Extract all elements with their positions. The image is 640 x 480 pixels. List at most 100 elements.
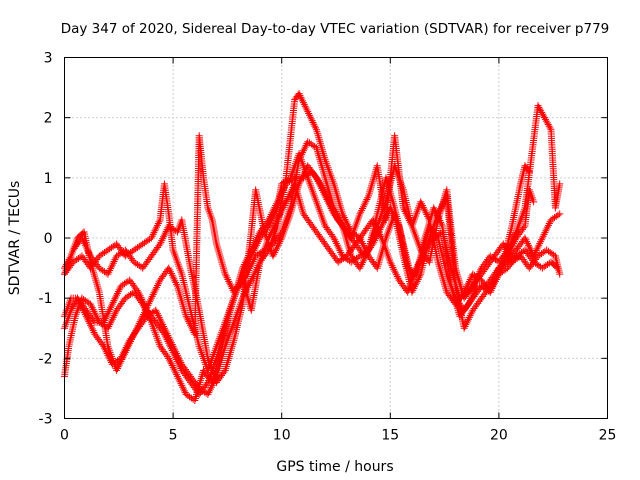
data-point bbox=[111, 241, 119, 249]
data-point bbox=[540, 230, 548, 238]
data-point bbox=[460, 324, 468, 332]
data-point bbox=[505, 242, 513, 250]
data-point bbox=[537, 236, 545, 244]
data-point bbox=[545, 220, 553, 228]
data-point bbox=[344, 221, 352, 229]
data-point bbox=[159, 235, 167, 243]
data-point bbox=[273, 216, 281, 224]
data-point bbox=[104, 309, 112, 317]
data-point bbox=[74, 296, 82, 304]
data-point bbox=[499, 240, 507, 248]
data-point bbox=[157, 317, 165, 325]
data-point bbox=[521, 234, 529, 242]
data-point bbox=[140, 309, 148, 317]
x-axis-label: GPS time / hours bbox=[276, 459, 393, 475]
data-point bbox=[221, 270, 229, 278]
data-point bbox=[155, 218, 163, 226]
data-point bbox=[297, 176, 305, 184]
data-point bbox=[180, 385, 188, 393]
data-point bbox=[343, 219, 351, 227]
data-point bbox=[364, 194, 372, 202]
data-point bbox=[146, 298, 154, 306]
data-point bbox=[320, 190, 328, 198]
data-point bbox=[210, 378, 218, 386]
data-point bbox=[339, 212, 347, 220]
data-point bbox=[500, 259, 508, 267]
data-point bbox=[147, 296, 155, 304]
data-point bbox=[356, 264, 364, 272]
data-point bbox=[227, 283, 235, 291]
data-point bbox=[254, 238, 262, 246]
data-point bbox=[90, 328, 98, 336]
data-point bbox=[155, 313, 163, 321]
data-point bbox=[225, 277, 233, 285]
data-point bbox=[425, 214, 433, 222]
data-point bbox=[414, 276, 422, 284]
data-point bbox=[125, 338, 133, 346]
data-point bbox=[110, 257, 118, 265]
data-point bbox=[107, 263, 115, 271]
data-point bbox=[100, 342, 108, 350]
data-point bbox=[253, 263, 261, 271]
data-point bbox=[85, 318, 93, 326]
data-point bbox=[113, 366, 121, 374]
data-point bbox=[286, 189, 294, 197]
data-point bbox=[161, 229, 169, 237]
data-point bbox=[360, 255, 368, 263]
data-point bbox=[341, 253, 349, 261]
data-point bbox=[104, 351, 112, 359]
data-point bbox=[314, 177, 322, 185]
data-point bbox=[337, 220, 345, 228]
data-point bbox=[150, 229, 158, 237]
data-point bbox=[111, 256, 119, 264]
data-point bbox=[414, 260, 422, 268]
y-axis-label: SDTVAR / TECUs bbox=[7, 181, 23, 296]
data-point bbox=[538, 234, 546, 242]
data-point bbox=[309, 118, 317, 126]
data-point bbox=[341, 215, 349, 223]
data-point bbox=[115, 286, 123, 294]
data-point bbox=[94, 262, 102, 270]
data-point bbox=[279, 203, 287, 211]
data-point bbox=[167, 360, 175, 368]
data-point bbox=[388, 262, 396, 270]
data-point bbox=[329, 232, 337, 240]
data-point bbox=[312, 174, 320, 182]
data-point bbox=[274, 214, 282, 222]
data-point bbox=[179, 383, 187, 391]
data-point bbox=[556, 210, 564, 218]
data-point bbox=[174, 374, 182, 382]
data-point bbox=[333, 256, 341, 264]
data-point bbox=[205, 389, 213, 397]
data-point bbox=[211, 376, 219, 384]
data-point bbox=[418, 202, 426, 210]
data-point bbox=[194, 383, 202, 391]
data-point bbox=[183, 314, 191, 322]
data-point bbox=[150, 289, 158, 297]
data-point bbox=[372, 221, 380, 229]
data-point bbox=[325, 199, 333, 207]
data-point bbox=[107, 319, 115, 327]
data-point bbox=[245, 282, 253, 290]
data-point bbox=[224, 276, 232, 284]
x-tick-label: 10 bbox=[273, 428, 291, 444]
data-point bbox=[208, 381, 216, 389]
data-point bbox=[272, 218, 280, 226]
data-point bbox=[175, 355, 183, 363]
data-point bbox=[170, 365, 178, 373]
data-point bbox=[107, 317, 115, 325]
data-point bbox=[241, 289, 249, 297]
data-point bbox=[525, 243, 533, 251]
data-point bbox=[84, 247, 92, 255]
data-point bbox=[177, 380, 185, 388]
data-point bbox=[164, 331, 172, 339]
data-point bbox=[391, 267, 399, 275]
data-point bbox=[102, 348, 110, 356]
data-point bbox=[417, 198, 425, 206]
data-point bbox=[280, 202, 288, 210]
data-point bbox=[463, 289, 471, 297]
data-point bbox=[153, 221, 161, 229]
data-point bbox=[156, 240, 164, 248]
data-point bbox=[83, 245, 91, 253]
data-point bbox=[275, 212, 283, 220]
